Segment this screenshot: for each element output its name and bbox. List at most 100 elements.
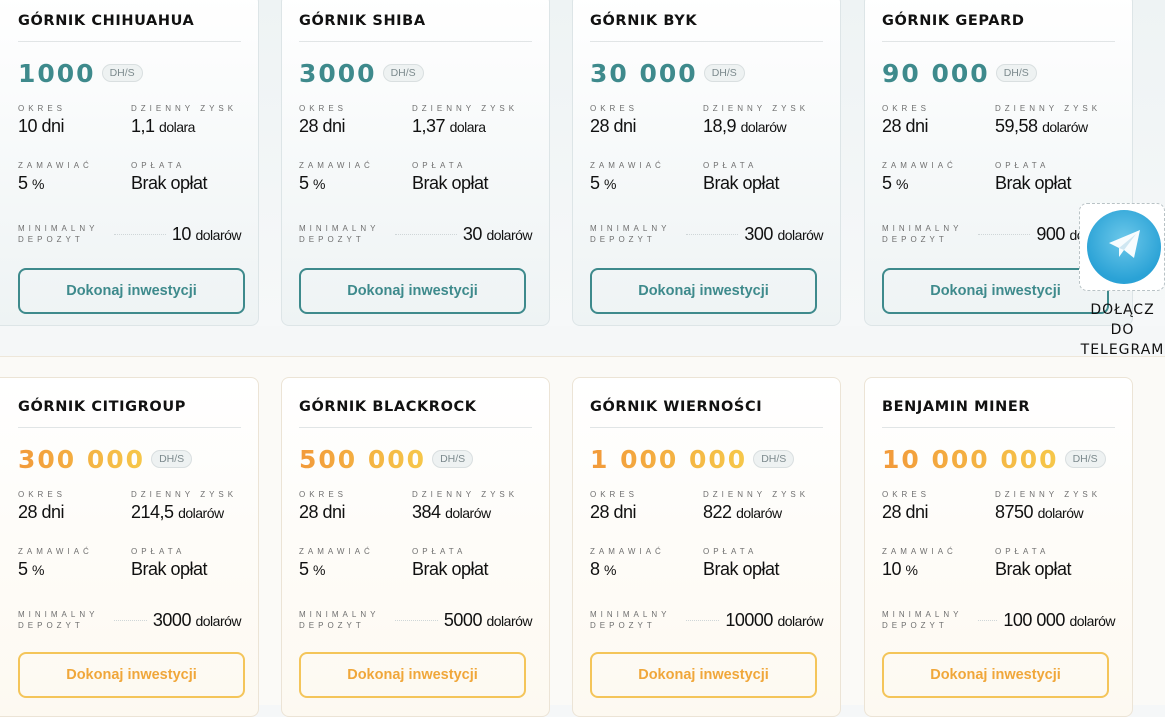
min-deposit-value: 10 dolarów bbox=[172, 224, 242, 245]
fee-value: Brak opłat bbox=[703, 559, 780, 579]
min-deposit-label-2: DEPOZYT bbox=[299, 621, 365, 630]
min-deposit-unit: dolarów bbox=[195, 612, 241, 629]
invest-button[interactable]: Dokonaj inwestycji bbox=[299, 652, 526, 698]
min-deposit-label-1: MINIMALNY bbox=[299, 610, 380, 619]
order-unit: % bbox=[32, 176, 44, 192]
hashrate-value: 10 000 000 bbox=[882, 444, 1059, 474]
min-deposit-label-2: DEPOZYT bbox=[299, 235, 365, 244]
min-deposit-label-1: MINIMALNY bbox=[590, 610, 671, 619]
invest-button[interactable]: Dokonaj inwestycji bbox=[590, 652, 817, 698]
daily-profit-unit: dolarów bbox=[736, 505, 782, 521]
hashrate: 30 000 DH/S bbox=[590, 56, 823, 90]
dotted-divider bbox=[114, 619, 147, 621]
plan-title: GÓRNIK SHIBA bbox=[299, 0, 532, 42]
invest-button[interactable]: Dokonaj inwestycji bbox=[18, 268, 245, 314]
fee-label: OPŁATA bbox=[995, 547, 1050, 556]
min-deposit-amount: 10000 bbox=[725, 609, 773, 630]
daily-profit-cell: DZIENNY ZYSK 1,1 dolara bbox=[131, 98, 241, 155]
daily-profit-amount: 214,5 bbox=[131, 502, 174, 522]
plan-card: GÓRNIK BLACKROCK 500 000 DH/S OKRES 28 d… bbox=[281, 377, 550, 717]
telegram-line-1: DOŁĄCZ bbox=[1090, 302, 1155, 318]
hashrate: 500 000 DH/S bbox=[299, 442, 532, 476]
daily-profit-cell: DZIENNY ZYSK 822 dolarów bbox=[703, 484, 823, 541]
plan-details: OKRES 10 dni DZIENNY ZYSK 1,1 dolara ZAM… bbox=[18, 98, 241, 212]
plan-card: GÓRNIK CITIGROUP 300 000 DH/S OKRES 28 d… bbox=[0, 377, 259, 717]
fee-cell: OPŁATA Brak opłat bbox=[703, 541, 823, 598]
period-cell: OKRES 28 dni bbox=[882, 98, 995, 155]
daily-profit-label: DZIENNY ZYSK bbox=[412, 490, 519, 499]
period-cell: OKRES 28 dni bbox=[299, 98, 412, 155]
daily-profit-cell: DZIENNY ZYSK 18,9 dolarów bbox=[703, 98, 823, 155]
plans-row-2: GÓRNIK CITIGROUP 300 000 DH/S OKRES 28 d… bbox=[0, 356, 1165, 717]
min-deposit-amount: 30 bbox=[462, 223, 483, 244]
order-value: 8 % bbox=[590, 559, 703, 580]
order-unit: % bbox=[313, 176, 325, 192]
min-deposit-unit: dolarów bbox=[195, 226, 241, 243]
min-deposit-label-2: DEPOZYT bbox=[18, 235, 84, 244]
fee-cell: OPŁATA Brak opłat bbox=[703, 155, 823, 212]
hashrate-unit-badge: DH/S bbox=[995, 64, 1037, 82]
hashrate-unit-badge: DH/S bbox=[1064, 450, 1106, 468]
min-deposit-label-1: MINIMALNY bbox=[590, 224, 671, 233]
plan-title: GÓRNIK WIERNOŚCI bbox=[590, 378, 823, 428]
period-label: OKRES bbox=[18, 490, 67, 499]
order-value: 5 % bbox=[299, 173, 412, 194]
daily-profit-unit: dolara bbox=[159, 119, 195, 135]
fee-cell: OPŁATA Brak opłat bbox=[995, 541, 1115, 598]
min-deposit-label-1: MINIMALNY bbox=[299, 224, 380, 233]
min-deposit-value: 30 dolarów bbox=[462, 223, 533, 245]
hashrate: 90 000 DH/S bbox=[882, 56, 1115, 90]
fee-cell: OPŁATA Brak opłat bbox=[412, 155, 532, 212]
invest-button[interactable]: Dokonaj inwestycji bbox=[18, 652, 245, 698]
dotted-divider bbox=[686, 233, 739, 235]
min-deposit-unit: dolarów bbox=[777, 226, 823, 243]
min-deposit-label: MINIMALNY DEPOZYT bbox=[299, 609, 389, 631]
period-label: OKRES bbox=[590, 490, 639, 499]
daily-profit-value: 8750 dolarów bbox=[995, 502, 1115, 523]
period-cell: OKRES 28 dni bbox=[882, 484, 995, 541]
fee-label: OPŁATA bbox=[412, 161, 467, 170]
telegram-icon[interactable] bbox=[1087, 210, 1161, 284]
invest-button[interactable]: Dokonaj inwestycji bbox=[590, 268, 817, 314]
dotted-divider bbox=[978, 619, 998, 621]
min-deposit-label: MINIMALNY DEPOZYT bbox=[590, 609, 680, 631]
order-amount: 5 bbox=[18, 173, 28, 193]
daily-profit-unit: dolarów bbox=[1042, 119, 1088, 135]
invest-button[interactable]: Dokonaj inwestycji bbox=[882, 652, 1109, 698]
period-label: OKRES bbox=[882, 490, 931, 499]
daily-profit-unit: dolarów bbox=[1037, 505, 1084, 521]
min-deposit-value: 5000 dolarów bbox=[444, 610, 533, 631]
daily-profit-label: DZIENNY ZYSK bbox=[995, 104, 1102, 113]
invest-button[interactable]: Dokonaj inwestycji bbox=[299, 268, 526, 314]
telegram-join-label[interactable]: DOŁĄCZ DO TELEGRAM bbox=[1080, 300, 1165, 360]
hashrate: 10 000 000 DH/S bbox=[882, 442, 1115, 476]
min-deposit-row: MINIMALNY DEPOZYT 3000 dolarów bbox=[18, 600, 241, 640]
plan-card: BENJAMIN MINER 10 000 000 DH/S OKRES 28 … bbox=[864, 377, 1133, 717]
hashrate-value: 1000 bbox=[18, 58, 96, 88]
period-value: 28 dni bbox=[590, 502, 637, 522]
min-deposit-label: MINIMALNY DEPOZYT bbox=[18, 223, 108, 245]
plan-card: GÓRNIK BYK 30 000 DH/S OKRES 28 dni DZIE… bbox=[572, 0, 841, 326]
min-deposit-row: MINIMALNY DEPOZYT 10000 dolarów bbox=[590, 600, 823, 640]
fee-cell: OPŁATA Brak opłat bbox=[995, 155, 1115, 212]
fee-label: OPŁATA bbox=[703, 161, 758, 170]
daily-profit-label: DZIENNY ZYSK bbox=[131, 104, 238, 113]
min-deposit-label-2: DEPOZYT bbox=[18, 621, 84, 630]
order-label: ZAMAWIAĆ bbox=[590, 161, 665, 170]
min-deposit-value: 10000 dolarów bbox=[725, 610, 823, 631]
fee-value: Brak opłat bbox=[412, 173, 489, 193]
period-cell: OKRES 28 dni bbox=[590, 484, 703, 541]
period-value: 28 dni bbox=[18, 502, 65, 522]
period-value: 28 dni bbox=[882, 116, 929, 136]
min-deposit-row: MINIMALNY DEPOZYT 30 dolarów bbox=[299, 214, 532, 254]
invest-button[interactable]: Dokonaj inwestycji bbox=[882, 268, 1109, 314]
plan-card: GÓRNIK CHIHUAHUA 1000 DH/S OKRES 10 dni … bbox=[0, 0, 259, 326]
daily-profit-value: 59,58 dolarów bbox=[995, 116, 1115, 137]
daily-profit-label: DZIENNY ZYSK bbox=[703, 490, 810, 499]
daily-profit-amount: 384 bbox=[412, 502, 441, 522]
plan-title: BENJAMIN MINER bbox=[882, 378, 1115, 428]
telegram-widget[interactable] bbox=[1079, 203, 1165, 291]
min-deposit-value: 300 dolarów bbox=[744, 224, 823, 245]
order-label: ZAMAWIAĆ bbox=[882, 547, 957, 556]
daily-profit-value: 1,37 dolara bbox=[412, 116, 532, 137]
